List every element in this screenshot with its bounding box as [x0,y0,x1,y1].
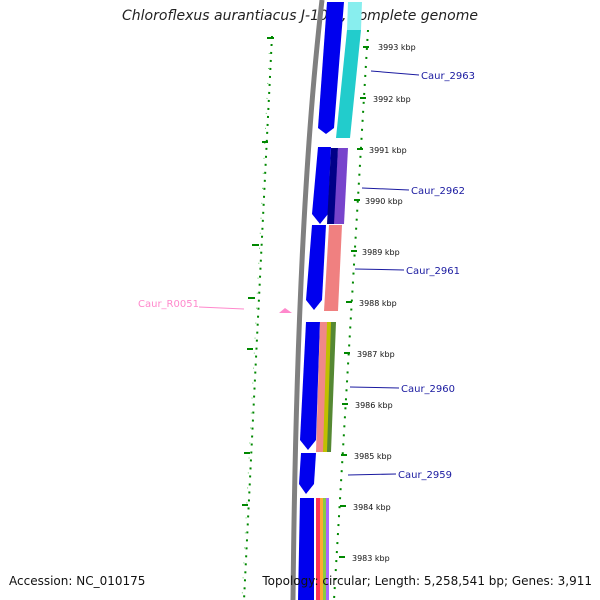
cds-feature[interactable] [300,322,320,450]
rna-label-leader [198,306,245,310]
cds-feature[interactable] [298,498,314,600]
rna-label-caur-r0051[interactable]: Caur_R0051 [138,299,199,310]
kbp-label: 3991 kbp [369,146,407,155]
gene-label-caur-2959[interactable]: Caur_2959 [398,470,452,481]
cds-feature[interactable] [299,453,316,494]
accession-label: Accession: NC_010175 [9,574,146,588]
kbp-label: 3988 kbp [359,299,397,308]
gc-skew-track [241,35,273,600]
cog-category-track [316,2,362,600]
genome-summary-label: Topology: circular; Length: 5,258,541 bp… [262,574,592,588]
kbp-label: 3986 kbp [355,401,393,410]
cds-feature[interactable] [306,225,326,310]
kbp-label: 3989 kbp [362,248,400,257]
gene-label-caur-2962[interactable]: Caur_2962 [411,186,465,197]
left-tick-bars [242,37,274,506]
forward-cds-track [298,2,344,600]
kbp-label: 3985 kbp [354,452,392,461]
kbp-label: 3990 kbp [365,197,403,206]
backbone-curve [290,0,325,600]
kbp-labels: 3993 kbp 3992 kbp 3991 kbp 3990 kbp 3989… [352,43,416,563]
gene-label-caur-2961[interactable]: Caur_2961 [406,266,460,277]
kbp-label: 3984 kbp [353,503,391,512]
gene-labels: Caur_2963 Caur_2962 Caur_2961 Caur_2960 … [398,71,475,481]
cds-feature[interactable] [318,2,344,134]
kbp-label: 3983 kbp [352,554,390,563]
kbp-tick-marks [339,46,369,558]
gene-label-leaders [347,70,420,476]
rna-feature-marker[interactable] [279,308,292,313]
gene-label-caur-2963[interactable]: Caur_2963 [421,71,475,82]
kbp-label: 3993 kbp [378,43,416,52]
kbp-label: 3987 kbp [357,350,395,359]
kbp-label: 3992 kbp [373,95,411,104]
gene-label-caur-2960[interactable]: Caur_2960 [401,384,455,395]
cds-feature[interactable] [312,147,331,224]
map-title: Chloroflexus aurantiacus J-10-fl, comple… [122,8,478,24]
